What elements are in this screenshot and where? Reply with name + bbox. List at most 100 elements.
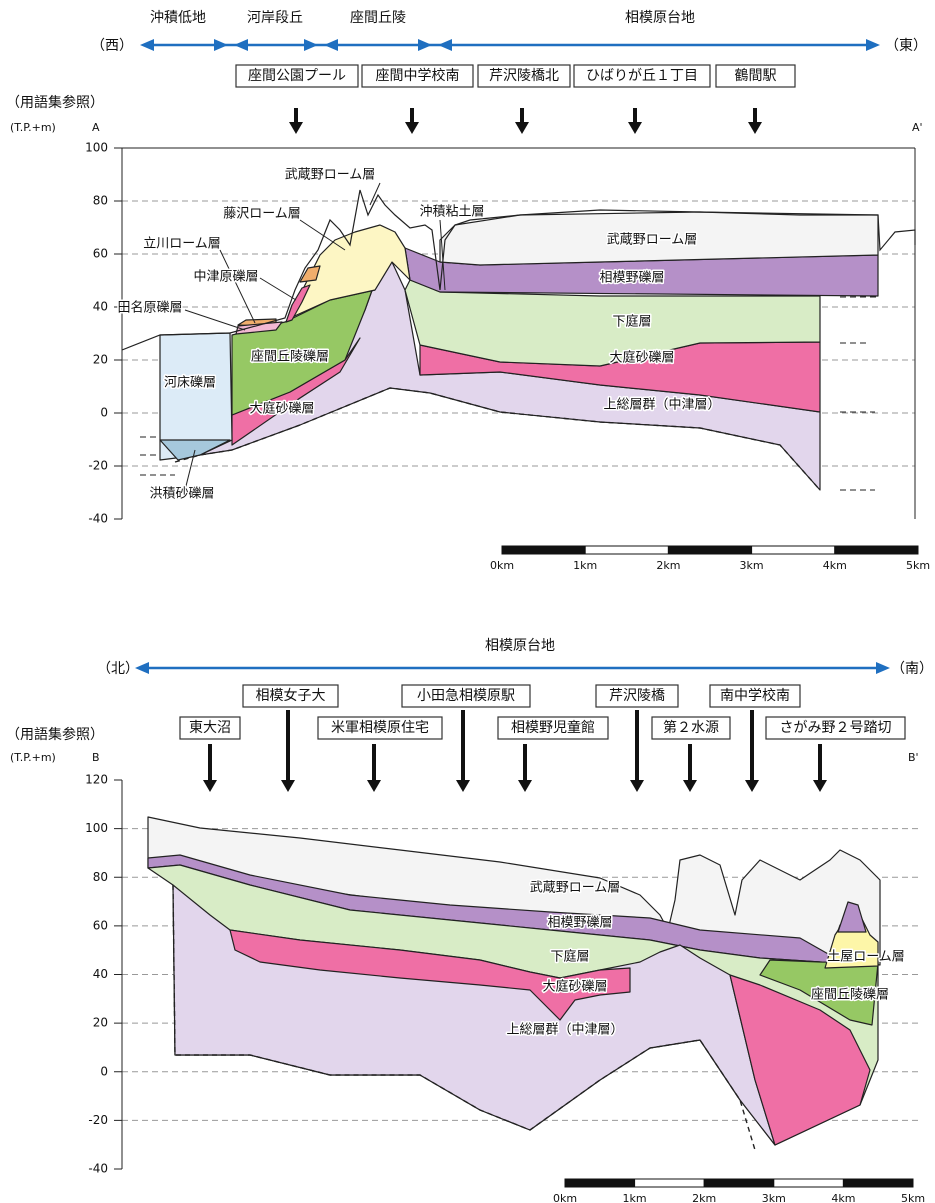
place-label: 東大沼 (189, 720, 231, 736)
section-a: 100806040200-20-40沖積低地河岸段丘座間丘陵相模原台地（西）（東… (6, 10, 930, 572)
down-arrowhead (405, 122, 419, 134)
scale-label: 3km (740, 559, 764, 572)
y-tick-label: 20 (93, 1016, 108, 1030)
layer-label: 土屋ローム層 (827, 950, 905, 965)
layer-label: 大庭砂礫層 (609, 350, 674, 366)
section-b: 120 100 80 60 40 20 0 -20 -40 相模原台地 （北） （南） 相模女子大 小田急… (6, 638, 933, 1203)
scale-segment (752, 546, 835, 554)
scale-label: 2km (656, 559, 680, 572)
y-tick-label: -40 (88, 512, 108, 526)
place-label: 芹沢陵橋北 (489, 68, 559, 84)
down-arrowhead (518, 780, 532, 792)
layer-label: 大庭砂礫層 (249, 401, 314, 417)
down-arrowhead (628, 122, 642, 134)
down-arrowhead (630, 780, 644, 792)
scale-segment (635, 1179, 705, 1187)
section-start: B (92, 751, 100, 764)
place-label: 芹沢陵橋 (609, 688, 665, 704)
y-tick-label: 0 (100, 1064, 108, 1078)
place-label: 米軍相模原住宅 (331, 720, 429, 736)
y-tick-label: 40 (93, 300, 108, 314)
place-label: 座間公園プール (248, 68, 346, 84)
layer-label: 上総層群（中津層） (506, 1023, 623, 1038)
layer-label: 立川ローム層 (143, 237, 221, 252)
region-label: 河岸段丘 (247, 10, 303, 26)
down-arrowhead (813, 780, 827, 792)
y-tick-label: 120 (85, 773, 108, 787)
glossary-note: （用語集参照） (6, 726, 104, 743)
down-arrowhead (748, 122, 762, 134)
down-arrowhead (289, 122, 303, 134)
place-label: 相模野児童館 (511, 719, 595, 736)
layer-label: 洪積砂礫層 (149, 486, 214, 502)
y-tick-label: 60 (93, 247, 108, 261)
y-tick-label: 40 (93, 967, 108, 981)
scale-label: 3km (762, 1192, 786, 1203)
y-tick-label: -40 (88, 1162, 108, 1176)
layer-label: 相模野礫層 (599, 270, 664, 286)
section-end: B' (908, 751, 919, 764)
scale-label: 5km (901, 1192, 925, 1203)
scale-label: 0km (490, 559, 514, 572)
y-tick-label: 100 (85, 141, 108, 155)
scale-segment (774, 1179, 844, 1187)
y-tick-label: 80 (93, 870, 108, 884)
scale-segment (565, 1179, 635, 1187)
place-label: 相模女子大 (256, 687, 326, 704)
layer-label: 武蔵野ローム層 (607, 233, 698, 248)
scale-label: 4km (823, 559, 847, 572)
down-arrowhead (281, 780, 295, 792)
scale-label: 2km (692, 1192, 716, 1203)
y-tick-label: 100 (85, 821, 108, 835)
region-label: 座間丘陵 (350, 10, 406, 26)
section-start: A (92, 121, 100, 134)
layer-label: 座間丘陵礫層 (811, 987, 889, 1003)
layer-label: 下庭層 (612, 314, 651, 330)
y-tick-label: 80 (93, 194, 108, 208)
layer-label: 藤沢ローム層 (223, 207, 301, 222)
scale-segment (704, 1179, 774, 1187)
down-arrowhead (203, 780, 217, 792)
scale-segment (843, 1179, 913, 1187)
scale-label: 1km (573, 559, 597, 572)
place-label: 鶴間駅 (735, 67, 777, 84)
layer-label: 下庭層 (550, 949, 589, 965)
region-label: 相模原台地 (485, 638, 555, 654)
scale-label: 4km (831, 1192, 855, 1203)
layer-label: 上総層群（中津層） (603, 398, 720, 413)
layer-label: 中津原礫層 (193, 269, 258, 285)
layer-label: 田名原礫層 (117, 300, 182, 316)
west-label: （西） (91, 38, 133, 54)
north-label: （北） (97, 661, 139, 677)
down-arrowhead (456, 780, 470, 792)
down-arrowhead (367, 780, 381, 792)
y-tick-label: 60 (93, 918, 108, 932)
scale-segment (835, 546, 918, 554)
y-tick-label: 0 (100, 406, 108, 420)
region-label: 相模原台地 (625, 10, 695, 26)
axis-unit: (T.P.+m) (10, 751, 56, 764)
layer-label: 相模野礫層 (547, 915, 612, 931)
down-arrowhead (683, 780, 697, 792)
y-tick-label: 20 (93, 353, 108, 367)
layer-label: 河床礫層 (164, 375, 216, 391)
section-end: A' (912, 121, 923, 134)
place-label: さがみ野２号踏切 (780, 720, 892, 736)
scale-label: 1km (623, 1192, 647, 1203)
layer-label: 沖積粘土層 (419, 205, 484, 220)
glossary-note: （用語集参照） (6, 94, 104, 111)
place-label: 小田急相模原駅 (417, 688, 515, 704)
place-label: 座間中学校南 (376, 67, 460, 84)
axis-unit: (T.P.+m) (10, 121, 56, 134)
south-label: （南） (891, 661, 933, 677)
east-label: （東） (885, 38, 927, 54)
down-arrowhead (745, 780, 759, 792)
layer-label: 武蔵野ローム層 (285, 168, 376, 183)
scale-segment (502, 546, 585, 554)
layer-label: 座間丘陵礫層 (251, 349, 329, 365)
scale-segment (585, 546, 668, 554)
y-tick-label: -20 (88, 1113, 108, 1127)
layer-label: 大庭砂礫層 (542, 979, 607, 995)
scale-label: 0km (553, 1192, 577, 1203)
place-label: 第２水源 (663, 719, 719, 736)
